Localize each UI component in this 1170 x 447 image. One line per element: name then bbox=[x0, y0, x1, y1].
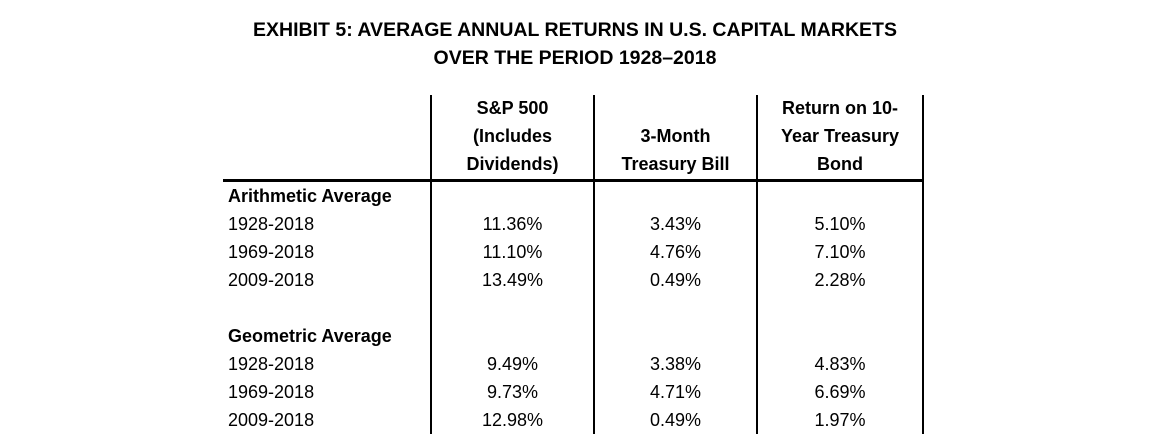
cell-tbill: 4.76% bbox=[595, 238, 758, 266]
cell-tbill: 3.38% bbox=[595, 350, 758, 378]
header-tbill-line2: Treasury Bill bbox=[621, 154, 730, 174]
exhibit-title-line2: OVER THE PERIOD 1928–2018 bbox=[433, 47, 717, 69]
header-tbond-line1: Return on 10- bbox=[781, 98, 898, 118]
header-cell-sp500: S&P 500 (Includes Dividends) bbox=[432, 95, 595, 182]
cell-tbond: 1.97% bbox=[758, 406, 924, 434]
cell-sp500: 11.36% bbox=[432, 210, 595, 238]
row-period: 1928-2018 bbox=[223, 350, 432, 378]
header-tbond-line3: Bond bbox=[817, 154, 863, 174]
returns-table: S&P 500 (Includes Dividends) 3-Month Tre… bbox=[223, 95, 924, 434]
cell-sp500: 9.49% bbox=[432, 350, 595, 378]
cell-tbill: 3.43% bbox=[595, 210, 758, 238]
exhibit-title-line1: EXHIBIT 5: AVERAGE ANNUAL RETURNS IN U.S… bbox=[253, 19, 897, 41]
cell-sp500: 12.98% bbox=[432, 406, 595, 434]
empty-cell bbox=[758, 182, 924, 210]
header-cell-empty bbox=[223, 95, 432, 182]
header-cell-tbond: Return on 10- Year Treasury Bond bbox=[758, 95, 924, 182]
cell-tbond: 2.28% bbox=[758, 266, 924, 294]
cell-sp500: 9.73% bbox=[432, 378, 595, 406]
cell-tbill: 0.49% bbox=[595, 406, 758, 434]
header-sp500-line3: Dividends) bbox=[466, 154, 559, 174]
cell-sp500: 11.10% bbox=[432, 238, 595, 266]
spacer-cell bbox=[432, 294, 595, 322]
spacer-cell bbox=[595, 294, 758, 322]
cell-tbill: 0.49% bbox=[595, 266, 758, 294]
header-cell-tbill: 3-Month Treasury Bill bbox=[595, 95, 758, 182]
empty-cell bbox=[432, 182, 595, 210]
row-period: 1928-2018 bbox=[223, 210, 432, 238]
header-tbond-line2: Year Treasury bbox=[780, 126, 900, 146]
row-period: 2009-2018 bbox=[223, 406, 432, 434]
cell-tbond: 5.10% bbox=[758, 210, 924, 238]
spacer-cell bbox=[223, 294, 432, 322]
row-period: 1969-2018 bbox=[223, 238, 432, 266]
section-label-arithmetic: Arithmetic Average bbox=[223, 182, 432, 210]
empty-cell bbox=[758, 322, 924, 350]
cell-tbond: 7.10% bbox=[758, 238, 924, 266]
header-sp500-line1: S&P 500 bbox=[476, 98, 549, 118]
empty-cell bbox=[595, 182, 758, 210]
cell-tbond: 4.83% bbox=[758, 350, 924, 378]
cell-tbill: 4.71% bbox=[595, 378, 758, 406]
empty-cell bbox=[432, 322, 595, 350]
cell-sp500: 13.49% bbox=[432, 266, 595, 294]
row-period: 1969-2018 bbox=[223, 378, 432, 406]
header-sp500-line2: (Includes bbox=[472, 126, 552, 146]
row-period: 2009-2018 bbox=[223, 266, 432, 294]
empty-cell bbox=[595, 322, 758, 350]
exhibit-title: EXHIBIT 5: AVERAGE ANNUAL RETURNS IN U.S… bbox=[253, 16, 897, 72]
section-label-geometric: Geometric Average bbox=[223, 322, 432, 350]
spacer-cell bbox=[758, 294, 924, 322]
cell-tbond: 6.69% bbox=[758, 378, 924, 406]
header-tbill-line1: 3-Month bbox=[640, 126, 711, 146]
